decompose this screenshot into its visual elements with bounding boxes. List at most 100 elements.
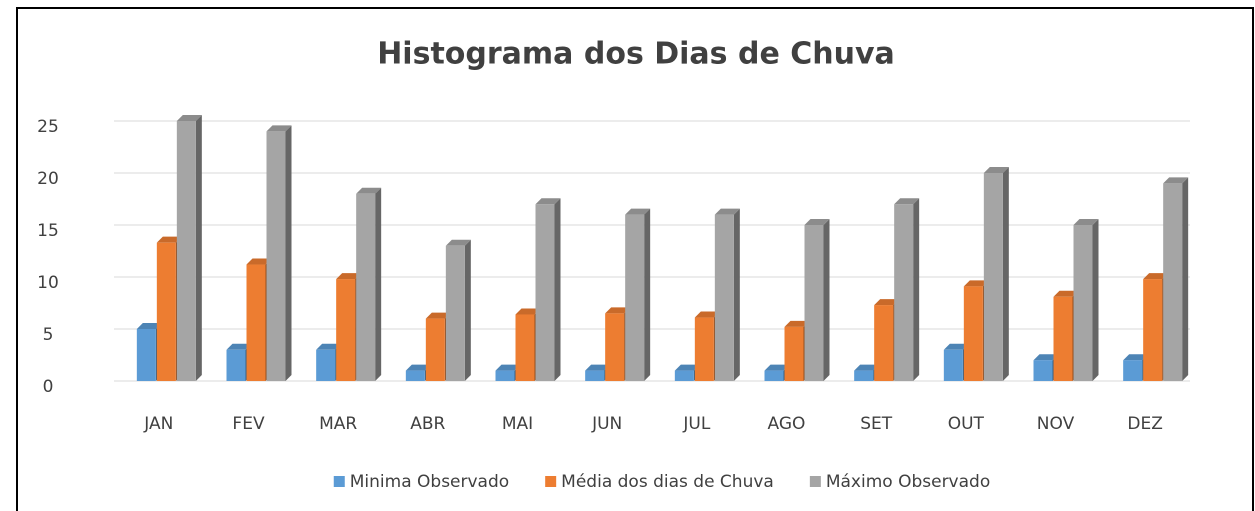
bar-top — [136, 323, 162, 329]
bar-top — [694, 311, 720, 318]
x-tick-label: AGO — [768, 414, 806, 434]
bar-top — [804, 219, 830, 225]
bar — [336, 279, 356, 381]
x-tick-label: SET — [860, 414, 893, 434]
bar-side — [375, 187, 382, 381]
bar-top — [963, 280, 989, 287]
bar — [674, 370, 694, 381]
x-tick-label: MAI — [502, 414, 533, 434]
x-tick-label: JAN — [143, 414, 173, 434]
bar-top — [1073, 219, 1099, 225]
y-tick-label: 10 — [37, 273, 59, 293]
bar — [405, 370, 425, 381]
bar-top — [405, 364, 431, 371]
x-tick-label: FEV — [232, 414, 265, 434]
bar-top — [246, 258, 272, 265]
legend-label: Minima Observado — [350, 472, 509, 492]
y-tick-label: 25 — [37, 117, 59, 137]
bar — [804, 225, 824, 381]
bar — [266, 131, 286, 381]
bar — [356, 193, 376, 381]
bar-side — [913, 198, 920, 381]
y-tick-label: 0 — [43, 377, 54, 397]
bar — [605, 313, 625, 381]
bar — [445, 245, 465, 381]
bar — [714, 214, 734, 381]
y-tick-label: 20 — [37, 169, 59, 189]
bar-side — [1002, 167, 1009, 381]
bar-side — [195, 115, 202, 381]
bar-top — [585, 364, 611, 371]
bar — [515, 314, 535, 381]
bar — [694, 317, 714, 381]
bar-top — [176, 115, 202, 121]
bar-top — [764, 364, 790, 371]
bar-side — [464, 239, 471, 381]
bar-top — [226, 343, 252, 350]
bar-side — [823, 219, 830, 381]
legend-label: Média dos dias de Chuva — [561, 472, 774, 492]
bar — [764, 370, 784, 381]
bar-top — [714, 208, 740, 215]
bar — [874, 305, 894, 381]
bar — [1123, 360, 1143, 381]
bar-top — [515, 308, 541, 315]
bar-top — [784, 320, 810, 327]
chart-title: Histograma dos Dias de Chuva — [377, 37, 895, 72]
x-tick-label: JUN — [591, 414, 622, 434]
bar-top — [874, 299, 900, 306]
bar-top — [425, 312, 451, 319]
legend-swatch — [545, 476, 557, 487]
bar-top — [674, 364, 700, 371]
bar-top — [1143, 273, 1169, 280]
x-tick-label: JUL — [682, 414, 710, 434]
bar-side — [554, 198, 561, 381]
bar-top — [625, 208, 651, 215]
bar — [425, 318, 445, 381]
legend-swatch — [809, 476, 821, 487]
bar-top — [983, 167, 1009, 173]
bar — [316, 349, 336, 381]
bar-top — [336, 273, 362, 280]
bar-side — [285, 125, 292, 382]
bar-top — [943, 343, 969, 350]
bar-top — [356, 187, 382, 194]
bar-top — [495, 364, 521, 371]
bar — [854, 370, 874, 381]
bar-top — [605, 307, 631, 314]
bar — [784, 326, 804, 381]
bar — [535, 204, 555, 381]
y-tick-label: 5 — [43, 325, 54, 345]
x-tick-label: MAR — [319, 414, 357, 434]
bar — [585, 370, 605, 381]
bar-top — [266, 125, 292, 132]
bar-top — [156, 236, 182, 243]
bar-side — [1092, 219, 1099, 381]
bar-top — [1123, 354, 1149, 361]
bar — [495, 370, 515, 381]
bar — [1073, 225, 1093, 381]
bar — [963, 286, 983, 381]
bar — [1163, 183, 1183, 381]
y-tick-label: 15 — [37, 221, 59, 241]
bar-side — [1182, 177, 1189, 381]
legend-swatch — [333, 476, 345, 487]
bar — [156, 242, 176, 381]
bar-top — [535, 198, 561, 205]
legend-label: Máximo Observado — [826, 472, 990, 492]
x-tick-label: NOV — [1037, 414, 1075, 434]
bar — [943, 349, 963, 381]
bar — [1033, 360, 1053, 381]
x-tick-label: DEZ — [1127, 414, 1162, 434]
bar — [136, 329, 156, 381]
x-tick-label: OUT — [948, 414, 985, 434]
bar — [983, 173, 1003, 381]
bar — [176, 121, 196, 381]
bar — [1143, 279, 1163, 381]
bar-top — [316, 343, 342, 350]
bar-side — [644, 208, 651, 381]
bar-top — [1033, 354, 1059, 361]
bar — [1053, 296, 1073, 381]
bar — [625, 214, 645, 381]
